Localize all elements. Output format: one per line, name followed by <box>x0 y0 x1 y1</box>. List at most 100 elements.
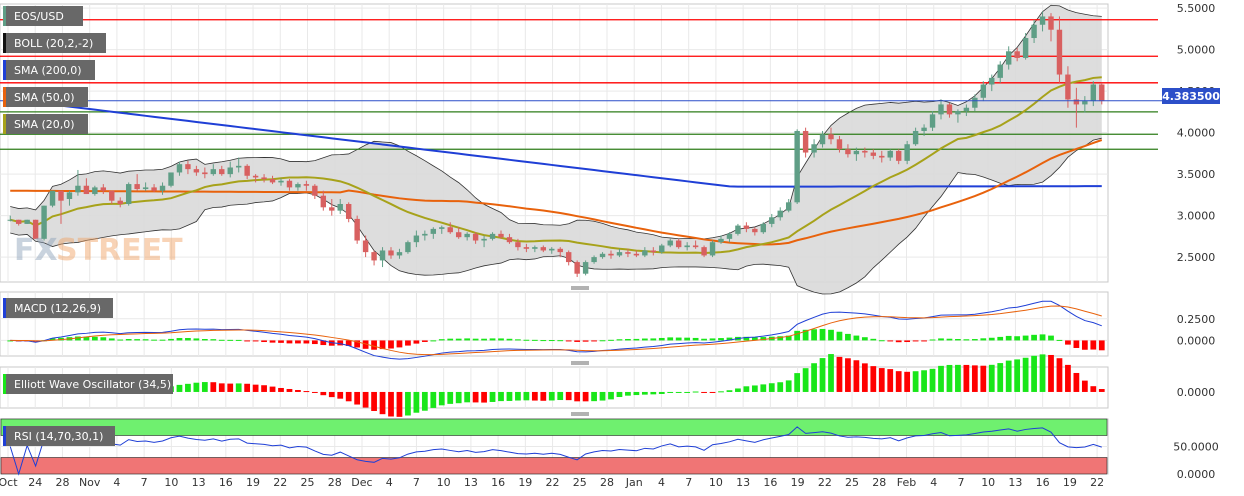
candle-body <box>828 134 834 140</box>
ewo-bar <box>218 383 225 392</box>
y-tick-label: 5.0000 <box>1177 44 1216 57</box>
candle-body <box>701 247 707 256</box>
macd-histogram-bar <box>777 336 784 341</box>
macd-histogram-bar <box>565 340 572 342</box>
macd-histogram-bar <box>726 337 733 341</box>
ewo-bar <box>354 391 361 405</box>
ewo-bar <box>743 386 750 392</box>
candle-body <box>599 253 606 258</box>
x-tick-label: Feb <box>897 476 916 489</box>
pane-resize-handle-3[interactable] <box>569 411 591 417</box>
legend-macd[interactable]: MACD (12,26,9) <box>3 298 113 318</box>
price-panel <box>0 4 1162 295</box>
candle-body <box>303 184 310 186</box>
pane-resize-handle-2[interactable] <box>569 360 591 366</box>
ewo-bar <box>1090 386 1097 392</box>
candle-body <box>1056 29 1063 75</box>
ewo-bar <box>413 391 420 413</box>
candle-body <box>895 150 902 161</box>
watermark-street: STREET <box>56 233 183 268</box>
candle-body <box>743 225 750 229</box>
candle-body <box>125 184 132 204</box>
legend-ewo[interactable]: Elliott Wave Oscillator (34,5) <box>3 374 173 394</box>
candle-body <box>219 169 225 175</box>
ewo-bar <box>878 368 885 392</box>
ewo-bar <box>591 391 597 402</box>
ewo-bar <box>760 384 767 392</box>
macd-histogram-bar <box>472 338 479 341</box>
macd-histogram-bar <box>1098 340 1105 351</box>
legend-sma50[interactable]: SMA (50,0) <box>3 87 88 107</box>
candle-body <box>1099 84 1105 102</box>
candle-body <box>819 134 826 145</box>
y-tick-label: 0.0000 <box>1177 334 1216 347</box>
macd-histogram-bar <box>235 339 242 341</box>
x-tick-label: 25 <box>301 476 315 489</box>
candle-body <box>523 247 530 249</box>
candle-body <box>642 250 648 256</box>
ewo-bar <box>252 384 259 392</box>
legend-sma20-label: SMA (20,0) <box>14 118 75 131</box>
x-tick-label: Oct <box>0 476 18 489</box>
ewo-bar <box>836 356 843 392</box>
macd-histogram-bar <box>633 338 640 341</box>
candle-body <box>345 203 352 219</box>
macd-histogram-bar <box>396 340 403 348</box>
candle-body <box>58 190 64 201</box>
macd-histogram-bar <box>861 337 868 341</box>
candle-body <box>430 228 437 234</box>
x-tick-label: 28 <box>55 476 69 489</box>
candle-body <box>625 252 631 254</box>
candle-body <box>667 240 673 246</box>
legend-sma20[interactable]: SMA (20,0) <box>3 114 88 134</box>
candle-body <box>388 250 394 256</box>
candle-body <box>92 187 98 195</box>
candle-body <box>354 218 360 241</box>
candle-body <box>422 233 428 236</box>
macd-histogram-bar <box>1081 340 1088 350</box>
legend-symbol[interactable]: EOS/USD <box>3 6 83 26</box>
ewo-bar <box>650 391 657 395</box>
candle-body <box>532 247 538 249</box>
pane-resize-handle-1[interactable] <box>569 285 591 291</box>
ewo-bar <box>938 365 944 392</box>
candle-body <box>32 219 39 239</box>
x-tick-label: Jan <box>625 476 643 489</box>
macd-histogram-bar <box>531 339 538 341</box>
macd-histogram-bar <box>523 339 530 341</box>
macd-histogram-bar <box>946 338 953 341</box>
macd-histogram-bar <box>430 340 437 342</box>
ewo-bar <box>405 391 411 416</box>
macd-histogram-bar <box>151 339 157 341</box>
macd-histogram-bar <box>176 338 183 341</box>
candle-body <box>151 187 157 191</box>
x-tick-label: 28 <box>872 476 886 489</box>
ewo-bar <box>929 368 936 392</box>
x-tick-label: 10 <box>709 476 723 489</box>
legend-rsi[interactable]: RSI (14,70,30,1) <box>3 426 115 446</box>
legend-sma200[interactable]: SMA (200,0) <box>3 60 95 80</box>
candle-body <box>1014 51 1020 58</box>
x-tick-label: 19 <box>518 476 532 489</box>
candle-body <box>168 172 174 186</box>
candle-body <box>447 227 453 233</box>
ewo-bar <box>1039 354 1046 392</box>
x-tick-label: 4 <box>386 476 393 489</box>
ewo-bar <box>684 391 691 393</box>
candle-body <box>117 200 123 204</box>
candle-body <box>582 262 589 274</box>
macd-panel <box>7 300 1105 360</box>
macd-histogram-bar <box>971 339 978 341</box>
panel-frame-ewo <box>0 366 1109 409</box>
candle-body <box>946 104 953 115</box>
ewo-bar <box>785 380 792 392</box>
legend-boll[interactable]: BOLL (20,2,-2) <box>3 33 106 53</box>
ewo-bar <box>845 358 851 392</box>
candle-body <box>760 223 767 233</box>
candle-body <box>396 252 403 256</box>
ewo-bar <box>210 382 217 392</box>
macd-histogram-bar <box>49 338 56 341</box>
macd-histogram-bar <box>684 337 691 341</box>
macd-histogram-bar <box>320 340 327 346</box>
ewo-bar <box>582 391 589 402</box>
